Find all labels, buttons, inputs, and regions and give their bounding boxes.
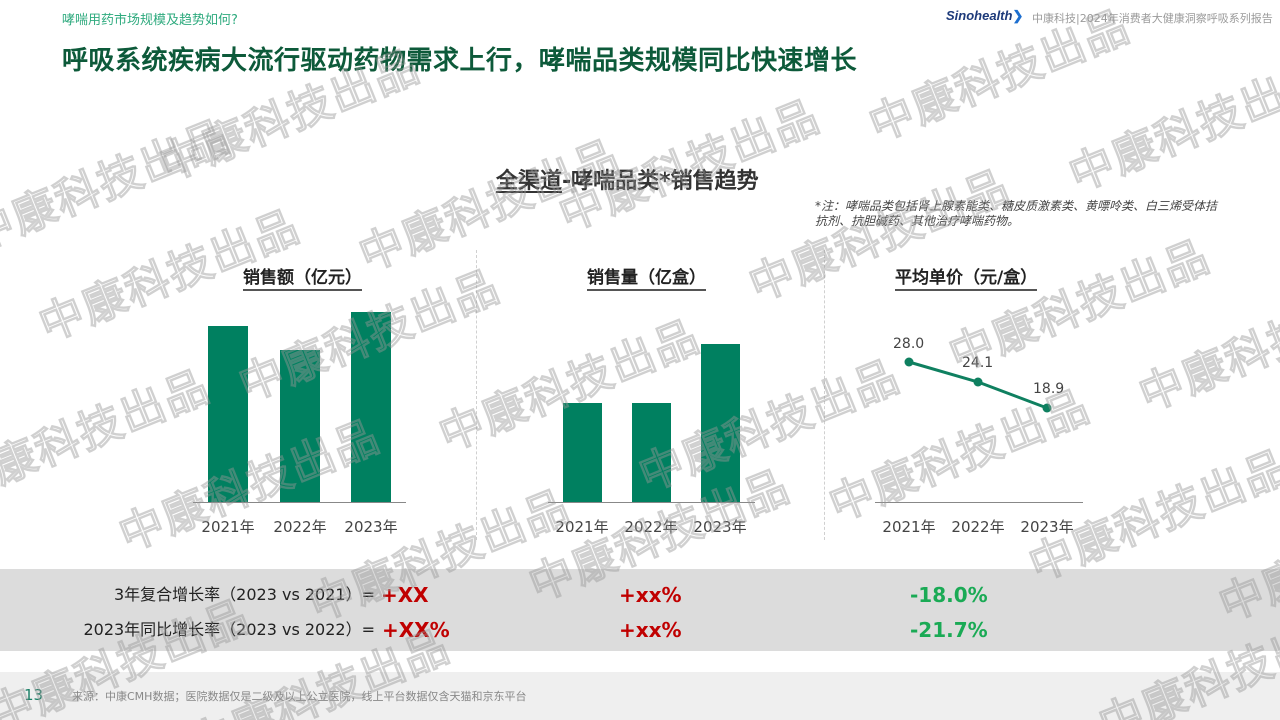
chart-section-title: 全渠道-哮喘品类*销售趋势: [496, 163, 759, 195]
brand-mark-icon: ❯: [1012, 8, 1024, 23]
x-label: 2022年: [624, 518, 678, 536]
bar-2022: [632, 403, 671, 502]
summary-row-cagr: 3年复合增长率（2023 vs 2021）= +XX +xx% -18.0%: [0, 581, 1280, 609]
page-title: 呼吸系统疾病大流行驱动药物需求上行，哮喘品类规模同比快速增长: [62, 46, 858, 76]
brand-logo: Sinohealth❯: [946, 8, 1023, 24]
summary-label: 2023年同比增长率（2023 vs 2022）=: [83, 620, 375, 639]
panel-title-sales-amount: 销售额（亿元）: [243, 263, 362, 291]
footer: 13 来源：中康CMH数据；医院数据仅是二级及以上公立医院，线上平台数据仅含天猫…: [0, 672, 1280, 720]
sales-growth-value: +XX: [381, 583, 429, 607]
bar-2021: [208, 326, 248, 502]
bar-2023: [351, 312, 391, 502]
panel-title-sales-volume: 销售量（亿盒）: [587, 263, 706, 291]
brand-name: Sinohealth: [946, 8, 1013, 23]
x-label: 2022年: [273, 518, 327, 536]
point-label: 24.1: [962, 355, 994, 371]
point-label: 18.9: [1033, 381, 1065, 397]
chart-title-channel: 全渠道: [496, 169, 563, 194]
price-growth-value: -18.0%: [910, 583, 988, 607]
x-axis: [548, 502, 755, 503]
sales-growth-value: +XX%: [382, 618, 450, 642]
chart-note: *注：哮喘品类包括肾上腺素能类、糖皮质激素类、黄嘌呤类、白三烯受体拮抗剂、抗胆碱…: [815, 199, 1218, 228]
data-point: [973, 377, 983, 387]
growth-summary: 3年复合增长率（2023 vs 2021）= +XX +xx% -18.0% 2…: [0, 569, 1280, 651]
bar-2023: [701, 344, 740, 502]
chart-title-rest: -哮喘品类*销售趋势: [562, 169, 759, 194]
point-label: 28.0: [893, 336, 925, 352]
volume-growth-value: +xx%: [619, 618, 682, 642]
bar-2022: [280, 350, 320, 502]
data-point: [1042, 403, 1052, 413]
x-label: 2021年: [882, 518, 936, 536]
bar-2021: [563, 403, 602, 502]
summary-row-yoy: 2023年同比增长率（2023 vs 2022）= +XX% +xx% -21.…: [0, 616, 1280, 644]
section-label: 哮喘用药市场规模及趋势如何?: [62, 13, 238, 28]
summary-label: 3年复合增长率（2023 vs 2021）=: [113, 585, 375, 604]
x-axis: [875, 502, 1083, 503]
x-axis: [193, 502, 406, 503]
x-label: 2022年: [951, 518, 1005, 536]
panel-title-avg-price: 平均单价（元/盒）: [895, 263, 1038, 291]
report-title: 中康科技|2024年消费者大健康洞察呼吸系列报告: [1032, 12, 1273, 25]
price-growth-value: -21.7%: [910, 618, 988, 642]
x-label: 2023年: [693, 518, 747, 536]
data-point: [904, 357, 914, 367]
x-label: 2021年: [201, 518, 255, 536]
x-label: 2021年: [555, 518, 609, 536]
page-number: 13: [24, 686, 44, 704]
source-note: 来源：中康CMH数据；医院数据仅是二级及以上公立医院，线上平台数据仅含天猫和京东…: [72, 690, 527, 703]
x-label: 2023年: [344, 518, 398, 536]
volume-growth-value: +xx%: [619, 583, 682, 607]
x-label: 2023年: [1020, 518, 1074, 536]
panel-divider: [476, 250, 477, 540]
panel-divider: [824, 250, 825, 540]
